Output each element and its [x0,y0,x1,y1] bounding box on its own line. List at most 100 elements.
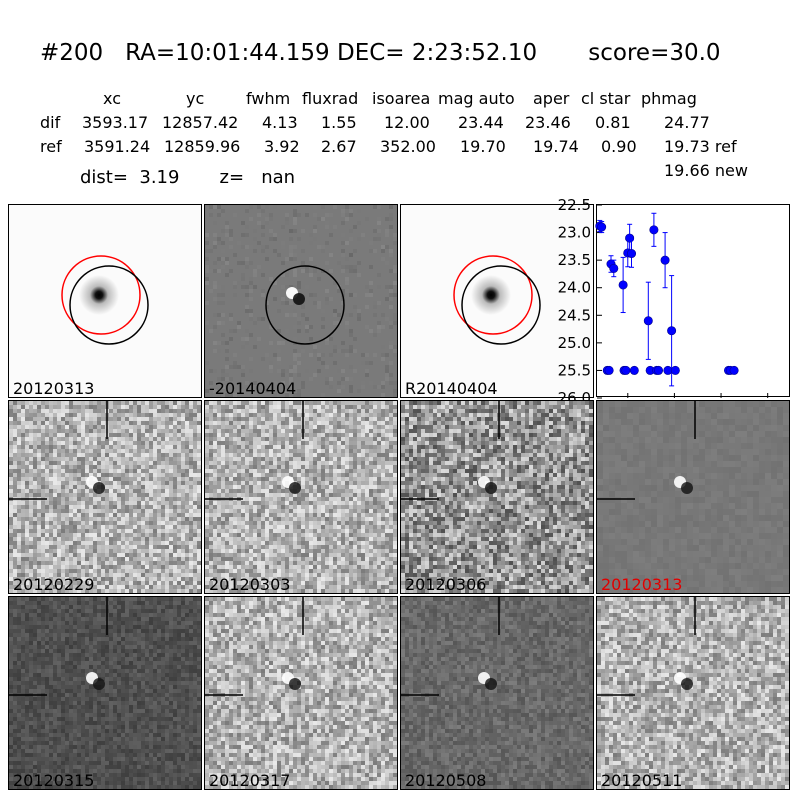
stamp-image [9,597,201,789]
residual-negative [681,678,693,690]
ref-isoarea: 352.00 [380,137,436,156]
stamp-image [205,205,397,397]
ref-aper: 19.74 [533,137,579,156]
stamp-date-label: 20120508 [405,771,487,790]
col-header-fwhm: fwhm [246,89,291,108]
residual-negative [289,678,301,690]
source-star [471,275,511,315]
col-header-xc: xc [103,89,121,108]
data-point [660,255,670,265]
data-point [667,326,677,336]
stamp-date-label: 20120303 [209,575,291,594]
data-point [609,263,619,273]
data-point [621,365,631,375]
stamp-date-label: -20140404 [209,379,297,398]
col-header-cl-star: cl star [581,89,631,108]
y-tick-label: 23.0 [558,224,591,242]
stamp-panel: 20120313 [8,204,202,398]
source-star [79,275,119,315]
ref-xc: 3591.24 [84,137,151,156]
dif-phmag: 24.77 [664,113,710,132]
phmag-new: 19.66 new [664,161,748,180]
stamp-panel: -20140404 [204,204,398,398]
ref-phmag: 19.73 ref [664,137,737,156]
data-point [597,222,607,232]
data-point [663,365,673,375]
ref-fluxrad: 2.67 [321,137,357,156]
stamp-panel: 20120317 [204,596,398,790]
stamp-date-label: 20120317 [209,771,291,790]
ref-aperture-circle [453,255,533,335]
stamp-panel: 20120511 [596,596,790,790]
col-header-mag-auto: mag auto [438,89,515,108]
dif-aperture-circle [69,265,149,345]
data-point [618,280,628,290]
dif-aperture-circle [461,265,541,345]
data-point [729,365,739,375]
stamp-date-label: R20140404 [405,379,498,398]
row-label-ref: ref [40,137,62,156]
stamp-image [9,401,201,593]
page-title: #200 RA=10:01:44.159 DEC= 2:23:52.10 sco… [40,40,721,66]
ref-yc: 12859.96 [164,137,241,156]
col-header-aper: aper [533,89,570,108]
stamp-panel: 20120306 [400,400,594,594]
col-header-yc: yc [186,89,205,108]
stamp-image [597,401,789,593]
stamp-date-label: 20120306 [405,575,487,594]
dif-fwhm: 4.13 [262,113,298,132]
residual-negative [289,482,301,494]
data-point [627,249,637,259]
y-tick-label: 25.5 [558,361,591,379]
dist-z-readout: dist= 3.19 z= nan [80,167,296,188]
residual-negative [485,678,497,690]
data-point [629,365,639,375]
y-tick-label: 25.0 [558,334,591,352]
dif-aper: 23.46 [525,113,571,132]
stamp-image [205,597,397,789]
y-tick-label: 23.5 [558,251,591,269]
stamp-date-label: 20120313 [13,379,95,398]
residual-negative [485,482,497,494]
y-tick-label: 22.5 [558,196,591,214]
stamp-image [205,401,397,593]
stamp-panel: R20140404 [400,204,594,398]
data-point [625,233,635,243]
ref-mag-auto: 19.70 [460,137,506,156]
dif-aperture-circle [265,265,345,345]
col-header-isoarea: isoarea [372,89,431,108]
data-point [643,316,653,326]
stamp-date-label: 20120511 [601,771,683,790]
dif-yc: 12857.42 [162,113,239,132]
light-curve-svg: 22.523.023.524.024.525.025.526.0−5005010… [558,196,782,420]
data-point [649,225,659,235]
stamp-image [9,205,201,397]
residual-negative [681,482,693,494]
stamp-panel: 20120303 [204,400,398,594]
y-tick-label: 24.0 [558,279,591,297]
residual-negative [93,482,105,494]
stamp-image [401,597,593,789]
dif-mag-auto: 23.44 [458,113,504,132]
stamp-date-label: 20120315 [13,771,95,790]
col-header-phmag: phmag [641,89,697,108]
data-point [654,365,664,375]
stamp-panel: 20120508 [400,596,594,790]
light-curve-chart: 22.523.023.524.024.525.025.526.0−5005010… [558,196,790,420]
residual-negative [93,678,105,690]
col-header-fluxrad: fluxrad [302,89,359,108]
stamp-panel: 20120229 [8,400,202,594]
stamp-panel: 20120315 [8,596,202,790]
ref-aperture-circle [61,255,141,335]
stamp-date-label-highlight: 20120313 [601,575,683,594]
dif-isoarea: 12.00 [384,113,430,132]
stamp-panel: 20120313 [596,400,790,594]
dipole-negative [293,293,305,305]
dif-cl-star: 0.81 [595,113,631,132]
dif-xc: 3593.17 [82,113,149,132]
dif-fluxrad: 1.55 [321,113,357,132]
data-point [604,365,614,375]
ref-cl-star: 0.90 [601,137,637,156]
stamp-image [401,205,593,397]
row-label-dif: dif [40,113,61,132]
